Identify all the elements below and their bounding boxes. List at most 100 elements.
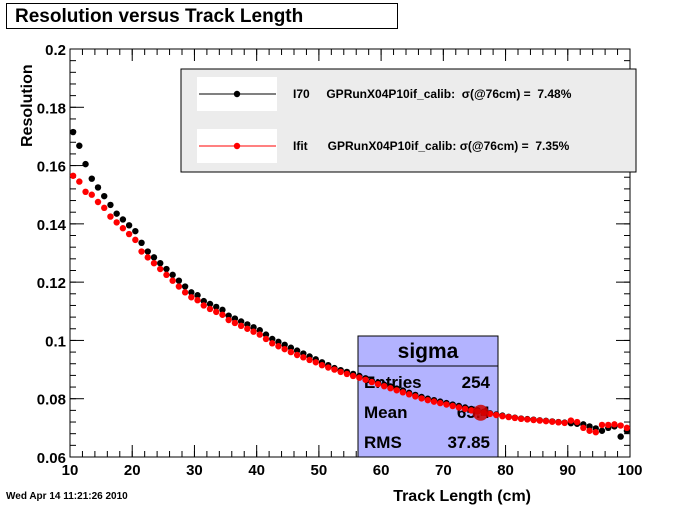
data-point bbox=[107, 213, 114, 220]
data-point bbox=[381, 382, 388, 390]
data-point bbox=[524, 416, 531, 423]
stats-row-label: Mean bbox=[364, 403, 407, 422]
data-point bbox=[580, 424, 587, 432]
data-point bbox=[76, 142, 83, 149]
data-point bbox=[150, 260, 158, 267]
data-point bbox=[144, 248, 151, 255]
data-point bbox=[337, 368, 344, 376]
data-point bbox=[213, 308, 220, 316]
data-point bbox=[188, 294, 195, 301]
data-point bbox=[231, 315, 239, 322]
data-point bbox=[598, 421, 606, 429]
data-point bbox=[219, 311, 226, 318]
data-point bbox=[530, 416, 537, 424]
x-tick-label: 20 bbox=[124, 462, 141, 479]
data-point bbox=[206, 300, 214, 308]
x-tick-label: 70 bbox=[435, 462, 452, 479]
data-point bbox=[368, 378, 375, 386]
data-point bbox=[250, 328, 257, 335]
y-tick-label: 0.12 bbox=[37, 275, 66, 292]
chart-title-box: Resolution versus Track Length bbox=[6, 3, 398, 29]
x-axis-ticks: 10 20 30 40 50 60 70 80 90 100 bbox=[62, 49, 643, 479]
data-point bbox=[231, 319, 239, 327]
data-point bbox=[269, 340, 276, 347]
data-point bbox=[138, 248, 145, 255]
data-point bbox=[181, 283, 189, 290]
data-point bbox=[138, 239, 145, 246]
data-point bbox=[412, 393, 419, 400]
x-tick-label: 50 bbox=[311, 462, 328, 479]
data-point bbox=[461, 405, 469, 413]
data-point bbox=[293, 351, 301, 359]
data-point bbox=[281, 341, 288, 348]
data-point bbox=[244, 325, 251, 332]
data-point bbox=[493, 411, 500, 419]
data-point bbox=[119, 216, 127, 223]
data-point bbox=[573, 418, 581, 426]
data-point bbox=[157, 265, 164, 273]
data-point bbox=[107, 201, 114, 209]
data-point bbox=[237, 318, 245, 325]
data-point bbox=[312, 359, 319, 366]
data-point bbox=[281, 345, 288, 353]
data-point bbox=[269, 335, 276, 343]
data-point bbox=[262, 335, 270, 343]
data-point bbox=[617, 433, 624, 440]
data-point bbox=[437, 399, 444, 407]
data-point bbox=[393, 387, 400, 394]
data-point bbox=[592, 429, 599, 436]
data-point bbox=[88, 191, 95, 198]
data-point bbox=[586, 423, 593, 430]
y-axis-label: Resolution bbox=[19, 64, 36, 147]
data-point bbox=[82, 188, 89, 195]
data-point bbox=[181, 289, 189, 296]
data-point bbox=[443, 401, 450, 408]
data-point bbox=[387, 385, 394, 392]
data-point bbox=[349, 372, 357, 380]
data-point bbox=[250, 324, 257, 331]
legend: I70 GPRunX04P10if_calib: σ(@76cm) = 7.48… bbox=[180, 68, 637, 173]
data-point bbox=[617, 422, 624, 429]
chart-title: Resolution versus Track Length bbox=[15, 6, 304, 27]
data-point bbox=[200, 302, 207, 309]
data-point bbox=[194, 297, 201, 304]
data-point bbox=[331, 366, 338, 373]
data-point bbox=[69, 172, 77, 179]
y-tick-label: 0.18 bbox=[37, 100, 66, 117]
data-point bbox=[362, 376, 369, 383]
x-tick-label: 60 bbox=[373, 462, 390, 479]
stats-title: sigma bbox=[398, 340, 459, 363]
data-point bbox=[119, 225, 127, 232]
data-point bbox=[101, 204, 108, 212]
data-point bbox=[219, 306, 226, 314]
data-point bbox=[505, 413, 512, 421]
data-point bbox=[555, 419, 562, 426]
data-point bbox=[256, 327, 263, 334]
data-point bbox=[256, 331, 263, 338]
data-point bbox=[125, 222, 133, 229]
data-point bbox=[206, 305, 214, 313]
data-point bbox=[157, 260, 164, 267]
data-point bbox=[499, 413, 506, 420]
data-point bbox=[611, 421, 618, 428]
data-point bbox=[262, 331, 270, 338]
data-point bbox=[194, 292, 201, 299]
data-point bbox=[455, 404, 463, 411]
data-point bbox=[69, 128, 77, 136]
data-point bbox=[374, 380, 382, 388]
data-point bbox=[300, 354, 307, 361]
data-point bbox=[275, 343, 282, 350]
data-point bbox=[113, 219, 120, 226]
legend-marker bbox=[233, 142, 241, 150]
x-tick-label: 40 bbox=[248, 462, 265, 479]
x-tick-label: 100 bbox=[617, 462, 642, 479]
datestamp: Wed Apr 14 11:21:26 2010 bbox=[6, 491, 128, 502]
series-layer bbox=[69, 128, 631, 440]
legend-label: I70 GPRunX04P10if_calib: σ(@76cm) = 7.48… bbox=[293, 87, 572, 101]
data-point bbox=[549, 418, 556, 425]
data-point bbox=[536, 417, 543, 424]
data-point bbox=[561, 419, 568, 427]
data-point bbox=[88, 175, 95, 182]
data-point bbox=[163, 271, 170, 279]
plot-frame bbox=[69, 48, 631, 458]
